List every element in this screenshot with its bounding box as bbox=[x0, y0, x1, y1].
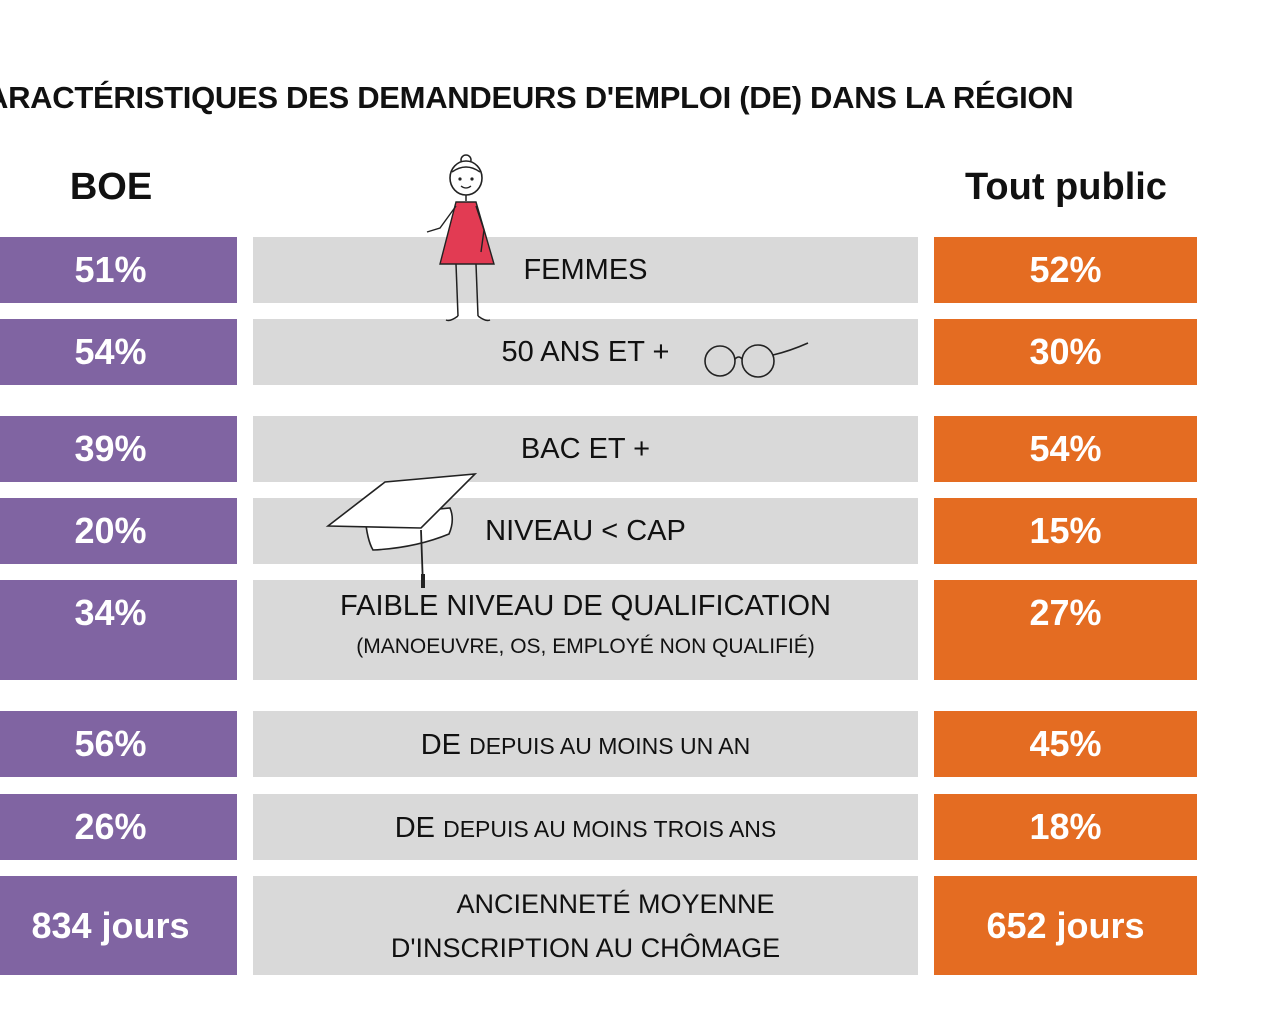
tout-public-value: 27% bbox=[934, 580, 1197, 680]
tout-public-value: 54% bbox=[934, 416, 1197, 482]
boe-value: 20% bbox=[0, 498, 237, 564]
row-label: FEMMES bbox=[253, 237, 918, 303]
row-label-sub: (MANOEUVRE, OS, EMPLOYÉ NON QUALIFIÉ) bbox=[356, 635, 815, 658]
boe-value: 56% bbox=[0, 711, 237, 777]
tout-public-value: 18% bbox=[934, 794, 1197, 860]
row-label-main: FAIBLE NIVEAU DE QUALIFICATION bbox=[340, 590, 831, 622]
row-label-sub: DEPUIS AU MOINS UN AN bbox=[469, 733, 751, 759]
row-label: BAC ET + bbox=[253, 416, 918, 482]
row-label: 50 ANS ET + bbox=[253, 319, 918, 385]
tout-public-value: 15% bbox=[934, 498, 1197, 564]
boe-value: 34% bbox=[0, 580, 237, 680]
boe-value: 834 jours bbox=[0, 876, 237, 975]
boe-value: 54% bbox=[0, 319, 237, 385]
boe-value: 26% bbox=[0, 794, 237, 860]
tout-public-value: 652 jours bbox=[934, 876, 1197, 975]
page-title: ARACTÉRISTIQUES DES DEMANDEURS D'EMPLOI … bbox=[0, 80, 1074, 115]
tout-public-value: 45% bbox=[934, 711, 1197, 777]
row-label: DE DEPUIS AU MOINS TROIS ANS bbox=[253, 794, 918, 860]
row-label-main: DE bbox=[420, 729, 462, 761]
column-header-boe: BOE bbox=[69, 166, 153, 208]
boe-value: 51% bbox=[0, 237, 237, 303]
glasses-icon bbox=[704, 342, 809, 378]
tout-public-value: 52% bbox=[934, 237, 1197, 303]
woman-in-red-dress bbox=[426, 154, 495, 322]
row-label: ANCIENNETÉ MOYENNE D'INSCRIPTION AU CHÔM… bbox=[253, 876, 918, 975]
row-label: FAIBLE NIVEAU DE QUALIFICATION (MANOEUVR… bbox=[253, 580, 918, 680]
boe-value: 39% bbox=[0, 416, 237, 482]
row-label-line1: ANCIENNETÉ MOYENNE bbox=[456, 888, 775, 919]
row-label-sub: DEPUIS AU MOINS TROIS ANS bbox=[443, 816, 777, 842]
row-label-main: DE bbox=[394, 812, 436, 844]
column-header-tout-public: Tout public bbox=[965, 166, 1167, 208]
row-label: DE DEPUIS AU MOINS UN AN bbox=[253, 711, 918, 777]
graduation-cap-icon bbox=[325, 473, 478, 588]
row-label-line2: D'INSCRIPTION AU CHÔMAGE bbox=[390, 932, 781, 963]
tout-public-value: 30% bbox=[934, 319, 1197, 385]
